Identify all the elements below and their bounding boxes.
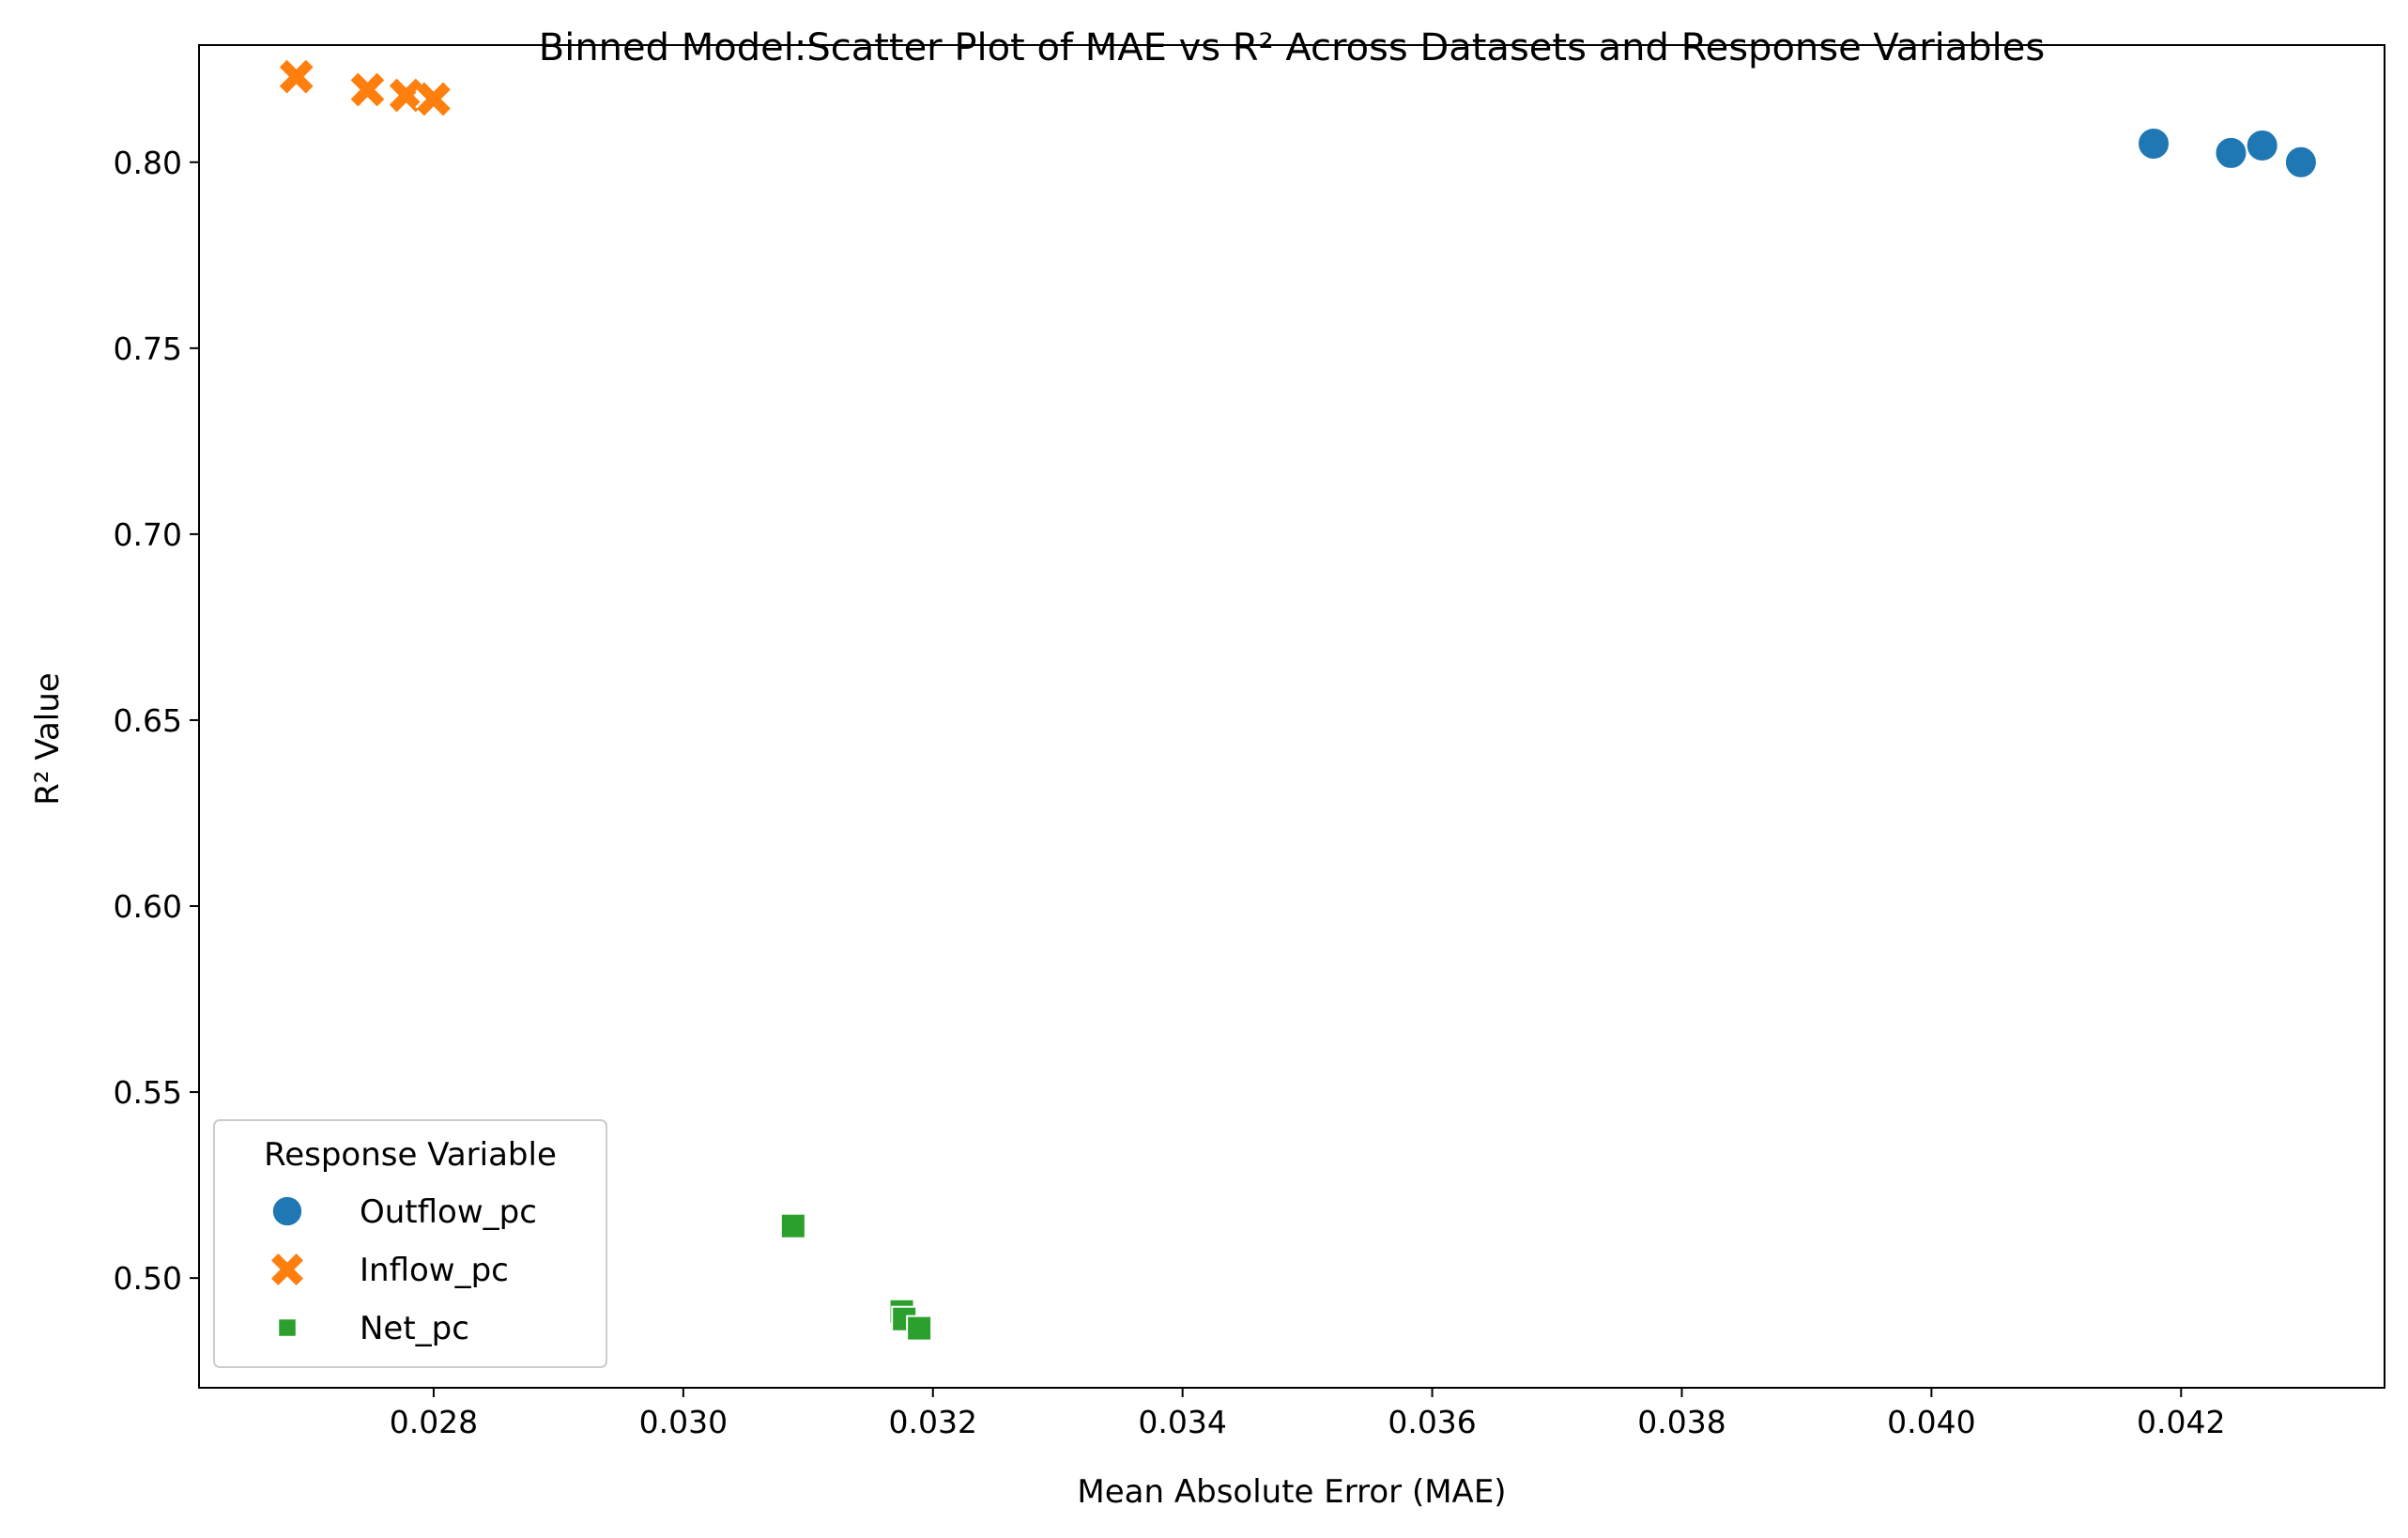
x-tick-label: 0.036 [1388, 1404, 1476, 1440]
data-point-net-pc [779, 1212, 806, 1239]
legend-item-inflow-pc[interactable]: Inflow_pc [269, 1252, 509, 1289]
data-point-inflow-pc [415, 80, 452, 118]
data-point-outflow-pc [2245, 128, 2279, 162]
x-axis: 0.028 0.030 0.032 0.034 0.036 0.038 0.040 0.042 [390, 1388, 2226, 1440]
data-points [278, 58, 2318, 1342]
legend-marker-circle [270, 1194, 304, 1228]
legend-label: Outflow_pc [360, 1193, 537, 1231]
data-point-inflow-pc [388, 76, 425, 115]
y-tick-label: 0.65 [114, 702, 182, 739]
plot-frame [198, 44, 2385, 1389]
marker-cross [389, 78, 423, 113]
legend-item-net-pc[interactable]: Net_pc [277, 1310, 469, 1347]
x-tick-label: 0.030 [639, 1404, 728, 1440]
marker-cross [279, 59, 314, 94]
y-tick-label: 0.80 [114, 145, 182, 181]
x-tick-label: 0.040 [1887, 1404, 1975, 1440]
legend-marker-x [269, 1252, 305, 1287]
x-tick-label: 0.034 [1138, 1404, 1226, 1440]
data-point-net-pc [906, 1315, 933, 1342]
x-tick-label: 0.032 [889, 1404, 977, 1440]
data-point-outflow-pc [2137, 126, 2171, 161]
marker-cross [350, 72, 385, 107]
data-point-inflow-pc [348, 70, 387, 109]
legend-item-outflow-pc[interactable]: Outflow_pc [270, 1193, 537, 1231]
y-tick-label: 0.75 [114, 331, 182, 367]
chart-title: Binned Model:Scatter Plot of MAE vs R² A… [539, 26, 2045, 69]
legend-box [213, 1119, 607, 1368]
legend[interactable]: Response Variable Outflow_pc Inflow_pc Net_… [213, 1119, 607, 1368]
data-point-outflow-pc [2283, 145, 2318, 179]
y-tick-label: 0.60 [114, 888, 182, 925]
legend-label: Inflow_pc [360, 1252, 509, 1289]
data-point-outflow-pc [2214, 135, 2248, 170]
marker-cross [271, 1253, 303, 1285]
legend-marker-square [277, 1317, 298, 1338]
y-axis-label: R² Value [29, 672, 67, 805]
y-tick-label: 0.50 [114, 1260, 182, 1297]
y-axis: 0.50 0.55 0.60 0.65 0.70 0.75 0.80 [114, 145, 199, 1297]
legend-title: Response Variable [264, 1136, 557, 1174]
x-tick-label: 0.028 [390, 1404, 478, 1440]
y-tick-label: 0.55 [114, 1074, 182, 1111]
plot-area [198, 44, 2385, 1389]
legend-label: Net_pc [360, 1310, 469, 1347]
marker-cross [417, 82, 451, 116]
x-tick-label: 0.042 [2137, 1404, 2225, 1440]
x-tick-label: 0.038 [1637, 1404, 1725, 1440]
y-tick-label: 0.70 [114, 516, 182, 553]
data-point-inflow-pc [278, 58, 315, 96]
x-axis-label: Mean Absolute Error (MAE) [1077, 1473, 1506, 1511]
